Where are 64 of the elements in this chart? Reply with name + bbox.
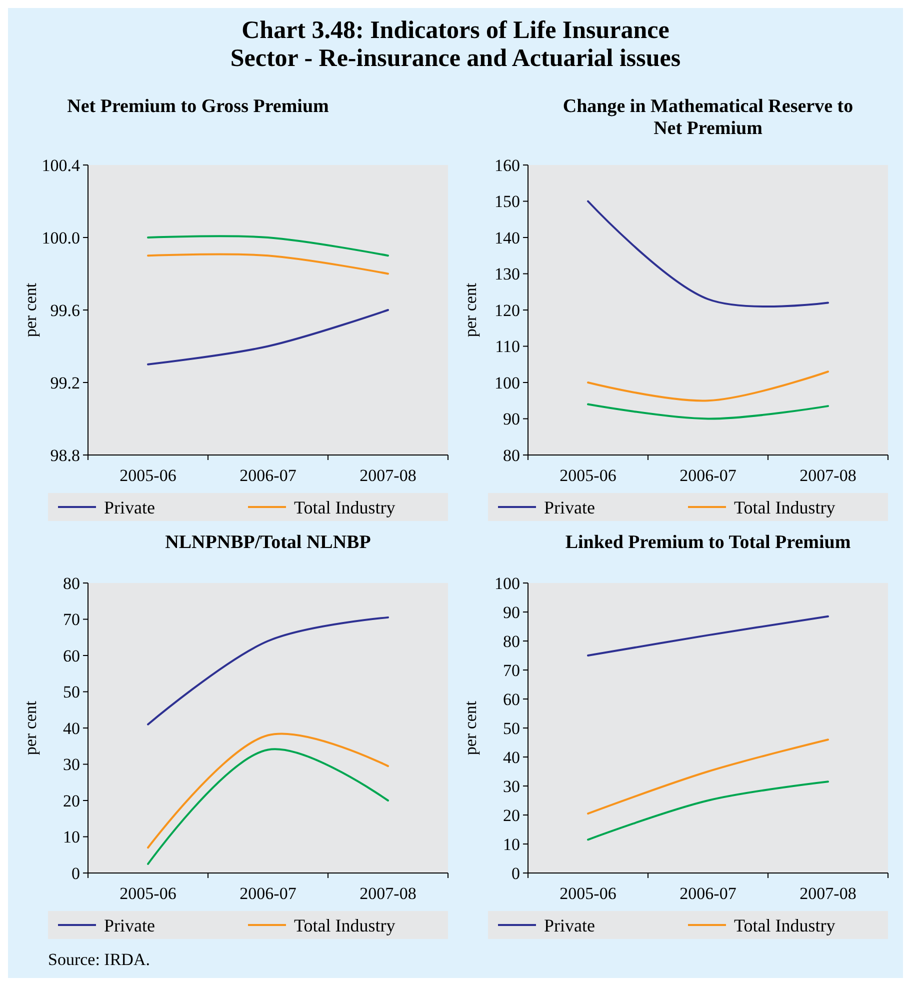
x-tick-label: 2007-08 (360, 884, 416, 903)
y-tick-label: 90 (503, 602, 520, 622)
y-tick-label: 60 (63, 646, 80, 666)
y-axis-title: per cent (21, 700, 40, 756)
x-tick-label: 2006-07 (680, 884, 737, 903)
legend-label: Private (104, 915, 155, 936)
y-tick-label: 100 (494, 574, 520, 593)
caption: Chart 3.48: Indicators of Life Insurance Sector - Re-insurance and Actuarial issues (230, 17, 681, 72)
chart-title: NLNPNBP/Total NLNBP (165, 532, 372, 553)
x-tick-label: 2005-06 (120, 884, 176, 903)
y-tick-label: 50 (63, 682, 80, 702)
y-tick-label: 120 (494, 300, 520, 320)
y-axis-title: per cent (461, 282, 480, 338)
y-tick-label: 100.0 (42, 228, 80, 248)
y-tick-label: 70 (503, 660, 520, 680)
y-tick-label: 98.8 (50, 446, 80, 465)
y-tick-label: 20 (63, 791, 80, 810)
y-tick-label: 0 (72, 864, 80, 883)
y-tick-label: 99.2 (50, 373, 80, 392)
y-tick-label: 150 (494, 192, 520, 212)
x-tick-label: 2005-06 (560, 884, 616, 903)
y-axis-title: per cent (21, 282, 40, 338)
y-tick-label: 50 (503, 718, 520, 738)
x-tick-label: 2005-06 (560, 466, 616, 485)
x-tick-label: 2006-07 (240, 466, 297, 485)
y-tick-label: 80 (63, 574, 80, 593)
legend-label: Total Industry (294, 497, 396, 518)
x-tick-label: 2006-07 (240, 884, 297, 903)
y-tick-label: 80 (503, 446, 520, 465)
legend-label: Private (104, 497, 155, 518)
legend-label: Private (544, 915, 595, 936)
x-tick-label: 2007-08 (800, 466, 856, 485)
y-tick-label: 100 (494, 373, 520, 392)
y-tick-label: 130 (494, 264, 520, 284)
y-tick-label: 80 (503, 632, 520, 651)
y-tick-label: 20 (503, 806, 520, 825)
x-tick-label: 2005-06 (120, 466, 176, 485)
y-tick-label: 160 (494, 156, 520, 175)
y-tick-label: 99.6 (50, 300, 80, 320)
y-tick-label: 40 (63, 718, 80, 738)
y-tick-label: 0 (512, 864, 520, 883)
y-tick-label: 10 (503, 834, 520, 854)
y-tick-label: 10 (63, 828, 80, 847)
y-tick-label: 100.4 (42, 156, 80, 175)
chart-title: Linked Premium to Total Premium (565, 532, 851, 553)
y-tick-label: 140 (494, 228, 520, 248)
y-tick-label: 30 (503, 776, 520, 796)
source-note: Source: IRDA. (48, 950, 150, 969)
chart-title: Change in Mathematical Reserve to Net Premium (562, 96, 854, 139)
y-tick-label: 30 (63, 755, 80, 774)
legend-label: Total Industry (734, 497, 836, 518)
y-tick-label: 60 (503, 690, 520, 709)
x-tick-label: 2007-08 (800, 884, 856, 903)
legend-label: Private (544, 497, 595, 518)
y-tick-label: 90 (503, 410, 520, 429)
y-tick-label: 40 (503, 748, 520, 767)
legend-label: Total Industry (734, 915, 836, 936)
x-tick-label: 2007-08 (360, 466, 416, 485)
y-tick-label: 70 (63, 610, 80, 630)
y-tick-label: 110 (495, 337, 520, 356)
chart-title: Net Premium to Gross Premium (67, 96, 330, 117)
legend-label: Total Industry (294, 915, 396, 936)
y-axis-title: per cent (461, 700, 480, 756)
x-tick-label: 2006-07 (680, 466, 737, 485)
